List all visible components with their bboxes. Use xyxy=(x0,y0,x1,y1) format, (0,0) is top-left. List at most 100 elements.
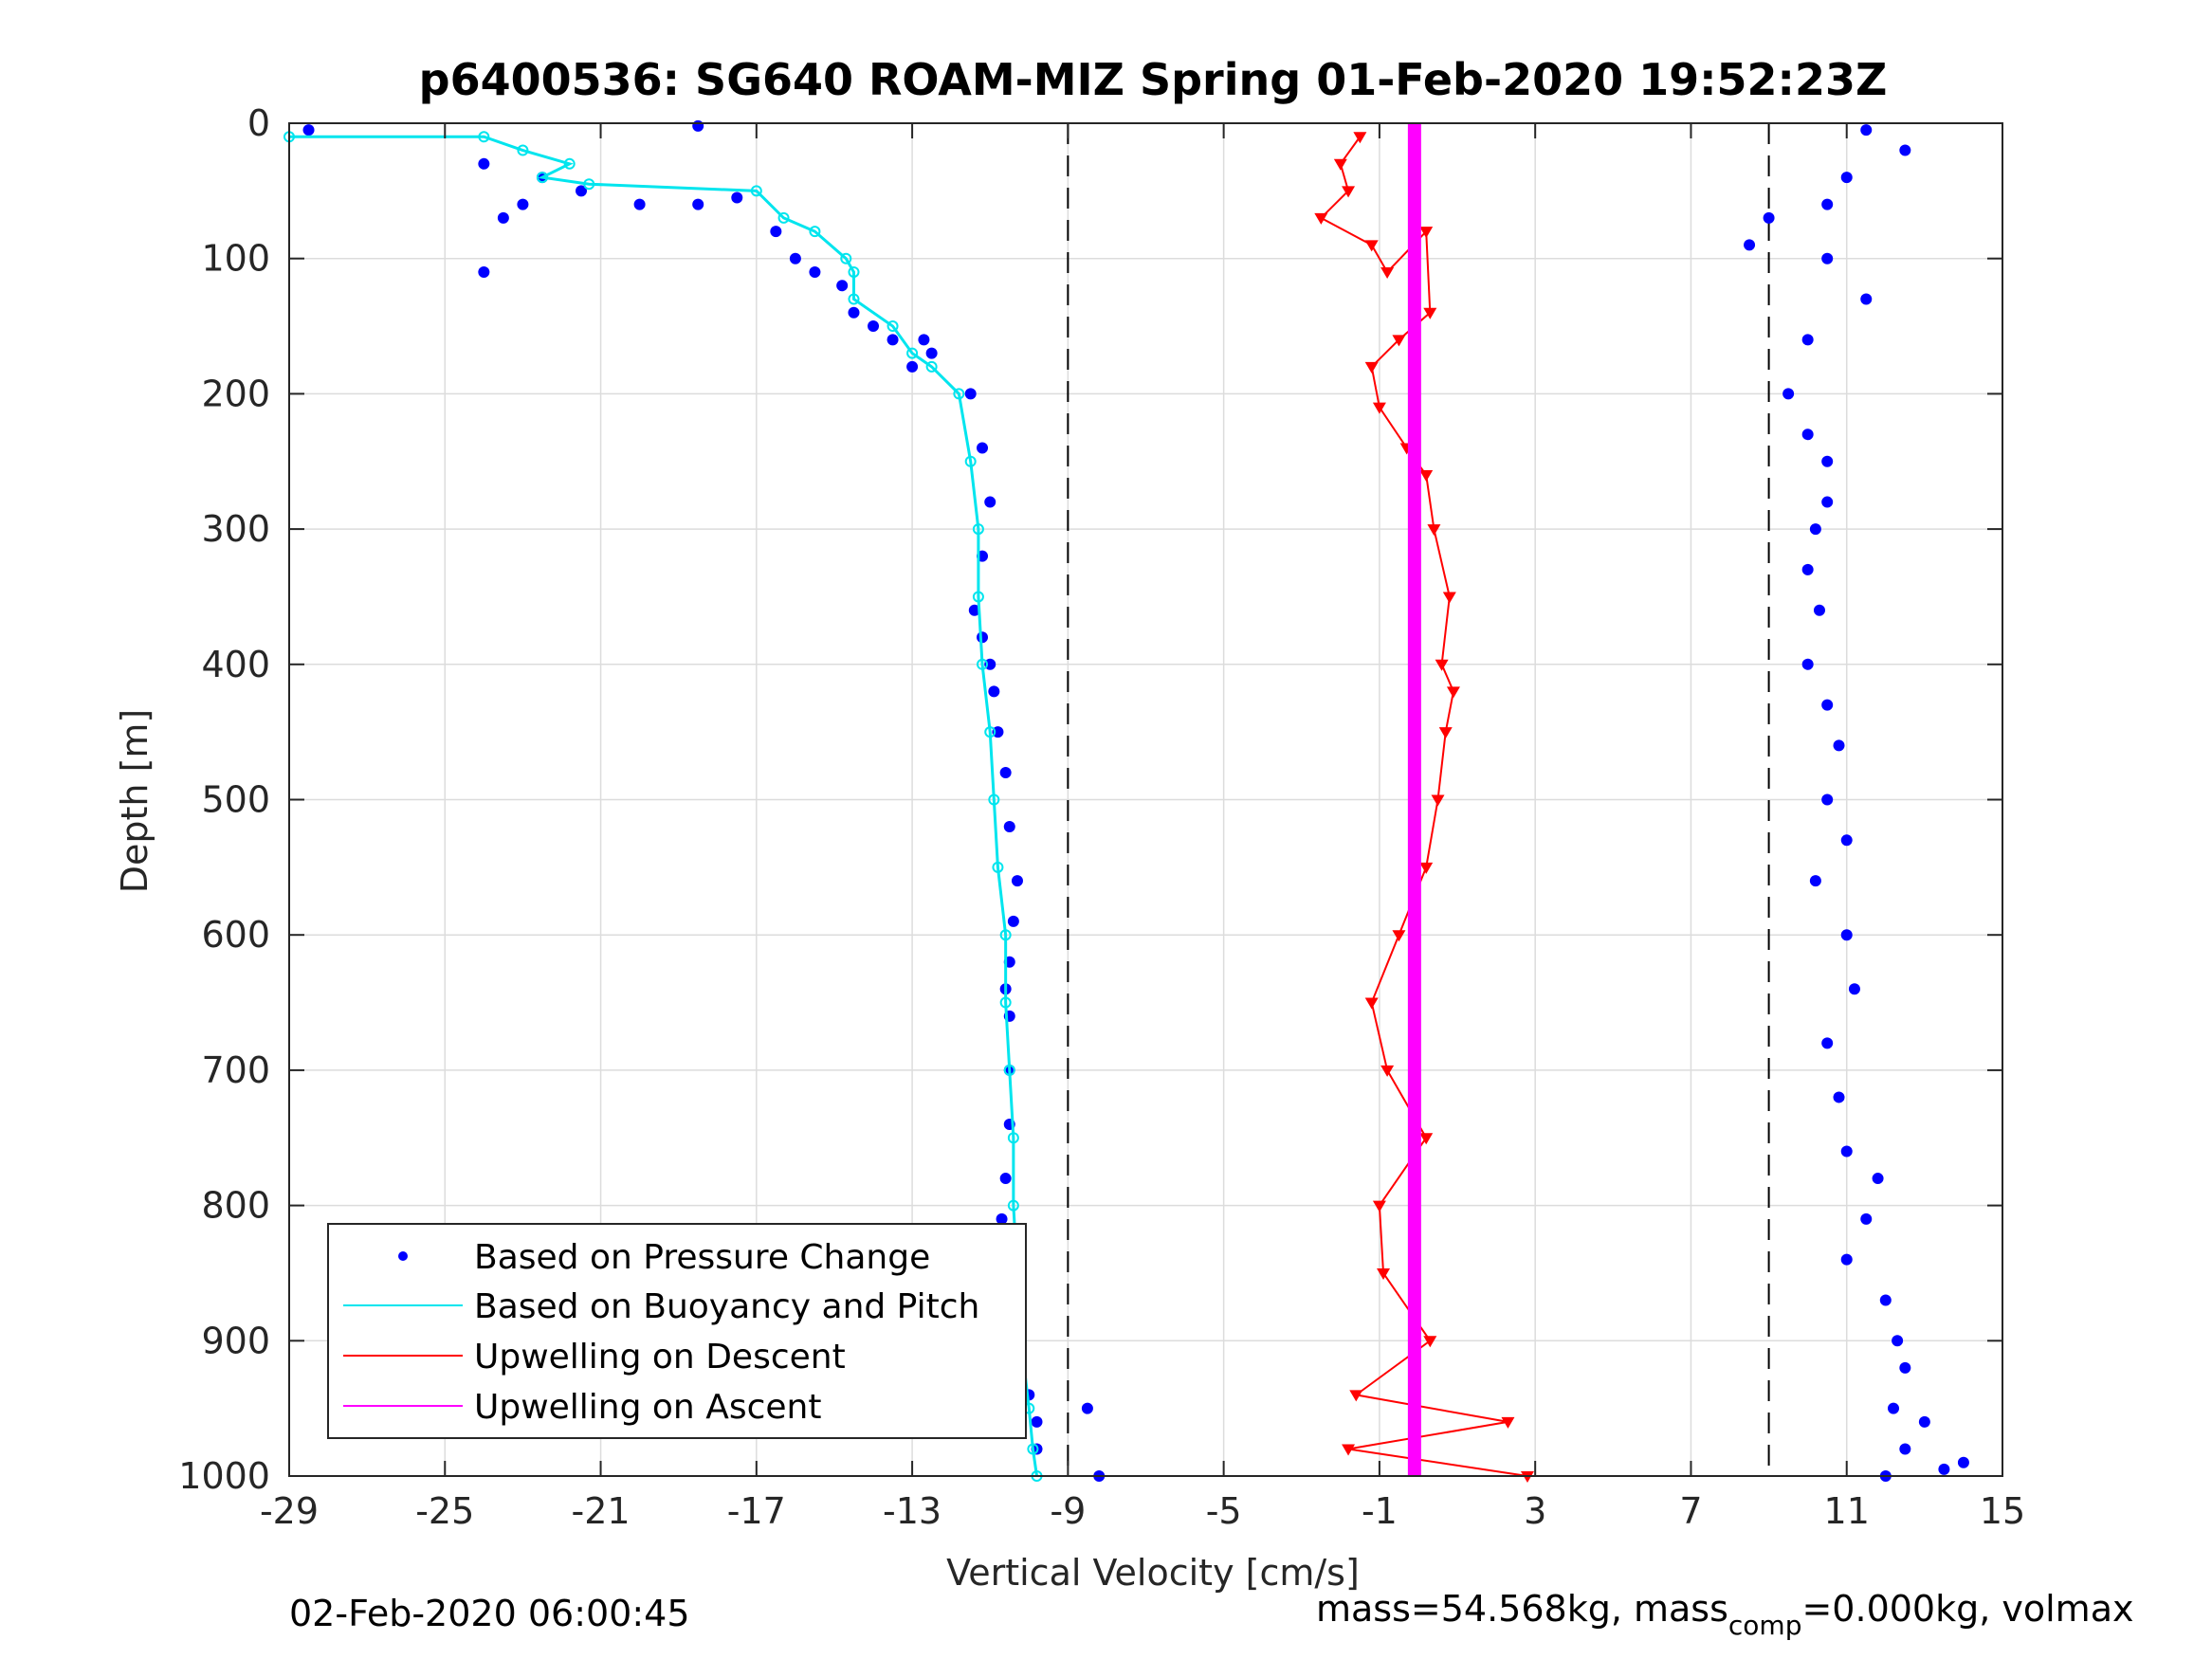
data-point xyxy=(840,252,852,264)
data-point xyxy=(988,793,1000,806)
legend-label-buoyancy: Based on Buoyancy and Pitch xyxy=(474,1287,979,1326)
data-point xyxy=(517,144,529,156)
data-point xyxy=(1364,240,1379,252)
data-point xyxy=(563,157,576,170)
data-point xyxy=(1392,930,1406,942)
data-point xyxy=(1879,1294,1892,1306)
data-point xyxy=(1918,1415,1930,1428)
mass-footer-suffix: =0.000kg, volmax xyxy=(1801,1588,2133,1630)
data-point xyxy=(1821,793,1834,806)
data-point xyxy=(1813,604,1825,616)
data-point xyxy=(1392,335,1406,347)
chart-title: p6400536: SG640 ROAM-MIZ Spring 01-Feb-2… xyxy=(419,54,1888,105)
data-point xyxy=(996,1212,1008,1225)
data-point xyxy=(1377,1267,1391,1280)
data-point xyxy=(750,185,762,197)
data-point xyxy=(1438,727,1453,739)
data-point xyxy=(478,157,490,170)
x-tick-label: -5 xyxy=(1206,1490,1242,1532)
data-point xyxy=(1840,1253,1853,1266)
data-point xyxy=(1003,821,1015,833)
data-point xyxy=(777,211,790,224)
data-point xyxy=(478,131,490,143)
data-point xyxy=(1353,132,1367,144)
data-point xyxy=(1081,1402,1093,1414)
data-point xyxy=(1442,592,1456,604)
data-point xyxy=(1809,875,1821,887)
data-point xyxy=(1833,1091,1845,1103)
data-point xyxy=(1342,186,1356,198)
data-point xyxy=(1938,1463,1950,1475)
data-point xyxy=(1744,239,1756,251)
data-point xyxy=(1888,1402,1900,1414)
data-point xyxy=(953,388,965,400)
data-point xyxy=(868,320,880,333)
data-point xyxy=(925,360,938,373)
series-group xyxy=(1314,132,1534,1483)
data-point xyxy=(1782,388,1795,400)
data-point xyxy=(1848,983,1860,995)
x-tick-label: -1 xyxy=(1362,1490,1398,1532)
data-point xyxy=(968,604,980,616)
data-point xyxy=(1435,659,1449,671)
data-point xyxy=(1821,1037,1834,1049)
data-point xyxy=(1860,293,1873,305)
series-group xyxy=(1744,124,1969,1482)
data-point xyxy=(497,211,509,224)
y-tick-label: 900 xyxy=(201,1320,270,1361)
data-point xyxy=(1840,1145,1853,1158)
data-point xyxy=(1801,428,1814,441)
data-point xyxy=(1860,1212,1873,1225)
x-tick-label: 15 xyxy=(1980,1490,2025,1532)
data-point xyxy=(1007,1199,1019,1212)
data-point xyxy=(984,658,996,670)
data-point xyxy=(1364,361,1379,374)
legend-label-descent: Upwelling on Descent xyxy=(474,1338,846,1376)
data-point xyxy=(1431,794,1445,807)
data-point xyxy=(1423,1336,1437,1348)
data-point xyxy=(1833,739,1845,752)
series-line xyxy=(289,135,1038,1477)
data-point xyxy=(964,455,977,467)
data-point xyxy=(984,496,996,508)
data-point xyxy=(1372,402,1386,414)
data-point xyxy=(1821,198,1834,210)
data-point xyxy=(918,334,930,346)
data-point xyxy=(1763,211,1775,224)
series xyxy=(283,119,1969,1483)
data-point xyxy=(789,252,801,264)
data-point xyxy=(999,929,1012,941)
y-tick-label: 600 xyxy=(201,914,270,956)
data-point xyxy=(1003,1064,1015,1076)
legend: Based on Pressure Change Based on Buoyan… xyxy=(327,1223,1027,1439)
y-tick-label: 0 xyxy=(247,102,270,144)
legend-label-pressure: Based on Pressure Change xyxy=(474,1238,930,1277)
y-tick-label: 1000 xyxy=(178,1455,270,1497)
data-point xyxy=(1342,1444,1356,1456)
x-tick-label: -9 xyxy=(1050,1490,1086,1532)
data-point xyxy=(1007,915,1019,927)
data-point xyxy=(1821,699,1834,711)
y-tick-label: 500 xyxy=(201,779,270,821)
x-tick-label: 7 xyxy=(1679,1490,1702,1532)
data-point xyxy=(1011,875,1023,887)
data-point xyxy=(478,265,490,278)
timestamp-footer: 02-Feb-2020 06:00:45 xyxy=(289,1593,690,1634)
series-line xyxy=(1319,136,1528,1477)
data-point xyxy=(1957,1456,1969,1468)
data-point xyxy=(848,293,860,305)
y-tick-label: 300 xyxy=(201,508,270,550)
data-point xyxy=(731,191,743,204)
data-point xyxy=(1333,158,1347,171)
legend-label-ascent: Upwelling on Ascent xyxy=(474,1388,821,1427)
data-point xyxy=(536,172,548,184)
data-point xyxy=(1364,997,1379,1010)
data-point xyxy=(992,861,1004,873)
data-point xyxy=(977,658,989,670)
legend-box xyxy=(327,1223,1027,1439)
series-group xyxy=(283,131,1043,1482)
data-point xyxy=(1872,1173,1884,1185)
data-point xyxy=(1840,929,1853,941)
data-point xyxy=(1419,470,1434,483)
